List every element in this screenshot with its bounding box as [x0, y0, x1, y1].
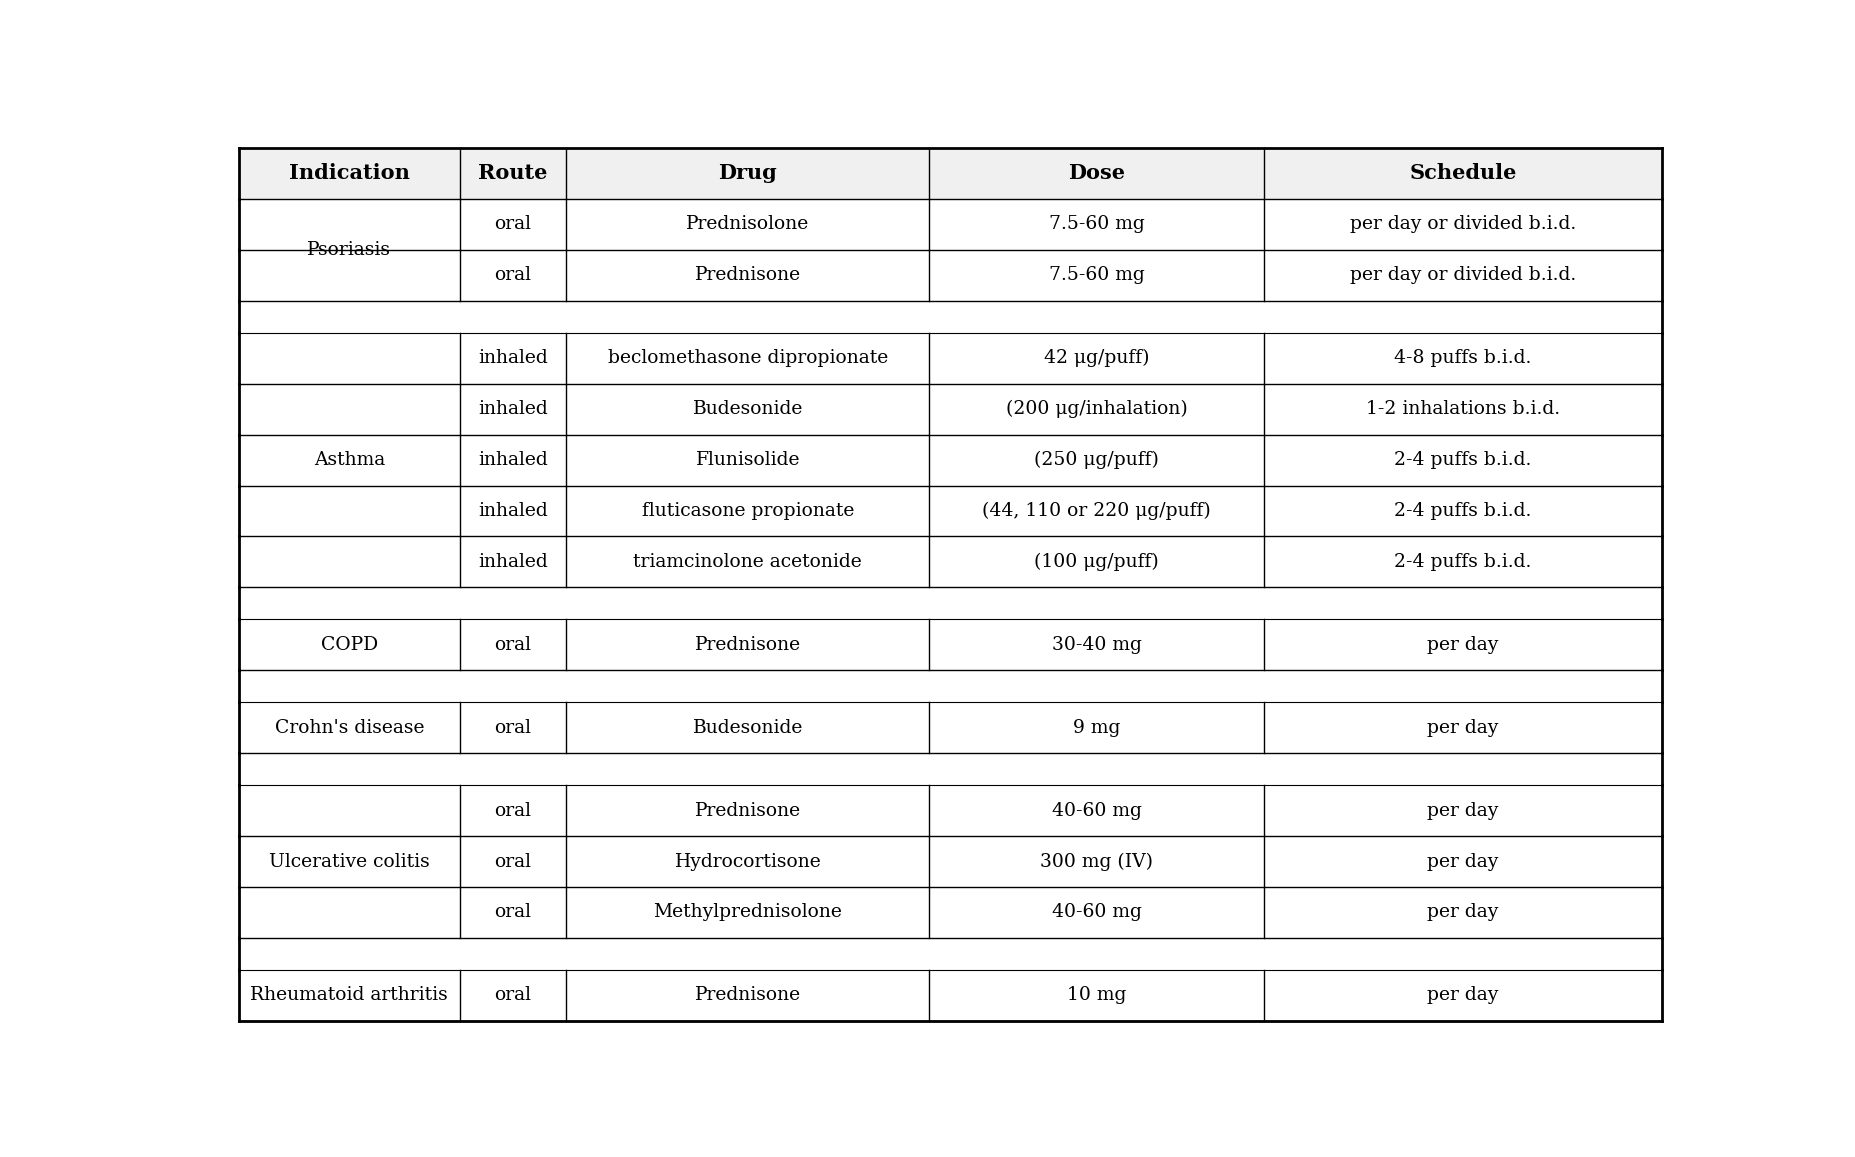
- Text: 40-60 mg: 40-60 mg: [1052, 904, 1141, 921]
- Text: Hydrocortisone: Hydrocortisone: [675, 853, 822, 870]
- Text: oral: oral: [495, 986, 532, 1004]
- Text: per day: per day: [1426, 802, 1499, 819]
- Text: inhaled: inhaled: [479, 349, 547, 367]
- Text: (44, 110 or 220 μg/puff): (44, 110 or 220 μg/puff): [981, 502, 1211, 521]
- Text: oral: oral: [495, 853, 532, 870]
- Text: Psoriasis: Psoriasis: [308, 241, 391, 259]
- Text: per day: per day: [1426, 718, 1499, 737]
- Text: (200 μg/inhalation): (200 μg/inhalation): [1005, 400, 1187, 418]
- Text: oral: oral: [495, 636, 532, 654]
- Text: beclomethasone dipropionate: beclomethasone dipropionate: [608, 349, 889, 367]
- Text: per day or divided b.i.d.: per day or divided b.i.d.: [1350, 266, 1577, 285]
- Text: oral: oral: [495, 718, 532, 737]
- Text: 2-4 puffs b.i.d.: 2-4 puffs b.i.d.: [1395, 502, 1532, 519]
- Text: Schedule: Schedule: [1410, 163, 1517, 183]
- Text: per day: per day: [1426, 904, 1499, 921]
- Text: Rheumatoid arthritis: Rheumatoid arthritis: [250, 986, 449, 1004]
- Text: Prednisolone: Prednisolone: [686, 215, 809, 234]
- Text: Prednisone: Prednisone: [696, 266, 801, 285]
- Text: oral: oral: [495, 266, 532, 285]
- Text: Prednisone: Prednisone: [696, 802, 801, 819]
- Text: 30-40 mg: 30-40 mg: [1052, 636, 1141, 654]
- Text: inhaled: inhaled: [479, 502, 547, 519]
- Text: per day: per day: [1426, 636, 1499, 654]
- Text: per day: per day: [1426, 986, 1499, 1004]
- Text: per day or divided b.i.d.: per day or divided b.i.d.: [1350, 215, 1577, 234]
- Text: Prednisone: Prednisone: [696, 986, 801, 1004]
- Text: Flunisolide: Flunisolide: [696, 451, 800, 469]
- Text: Route: Route: [479, 163, 547, 183]
- Text: inhaled: inhaled: [479, 553, 547, 572]
- Text: 1-2 inhalations b.i.d.: 1-2 inhalations b.i.d.: [1365, 400, 1560, 418]
- Text: 7.5-60 mg: 7.5-60 mg: [1048, 215, 1145, 234]
- Text: Methylprednisolone: Methylprednisolone: [653, 904, 842, 921]
- Text: fluticasone propionate: fluticasone propionate: [642, 502, 853, 519]
- Text: inhaled: inhaled: [479, 400, 547, 418]
- Text: Drug: Drug: [718, 163, 777, 183]
- Text: inhaled: inhaled: [479, 451, 547, 469]
- Text: oral: oral: [495, 904, 532, 921]
- Text: Budesonide: Budesonide: [692, 718, 803, 737]
- Text: per day: per day: [1426, 853, 1499, 870]
- Text: 7.5-60 mg: 7.5-60 mg: [1048, 266, 1145, 285]
- Text: 4-8 puffs b.i.d.: 4-8 puffs b.i.d.: [1395, 349, 1532, 367]
- Text: Dose: Dose: [1068, 163, 1126, 183]
- Text: COPD: COPD: [321, 636, 378, 654]
- Text: Asthma: Asthma: [313, 451, 386, 469]
- Text: Ulcerative colitis: Ulcerative colitis: [269, 853, 430, 870]
- Text: (250 μg/puff): (250 μg/puff): [1033, 451, 1159, 469]
- Text: 300 mg (IV): 300 mg (IV): [1041, 853, 1154, 870]
- Text: oral: oral: [495, 215, 532, 234]
- Text: 2-4 puffs b.i.d.: 2-4 puffs b.i.d.: [1395, 451, 1532, 469]
- Text: 2-4 puffs b.i.d.: 2-4 puffs b.i.d.: [1395, 553, 1532, 572]
- Text: triamcinolone acetonide: triamcinolone acetonide: [634, 553, 863, 572]
- Bar: [239, 148, 1662, 199]
- Text: Indication: Indication: [289, 163, 410, 183]
- Text: Prednisone: Prednisone: [696, 636, 801, 654]
- Text: 10 mg: 10 mg: [1067, 986, 1126, 1004]
- Text: Budesonide: Budesonide: [692, 400, 803, 418]
- Text: (100 μg/puff): (100 μg/puff): [1035, 553, 1159, 572]
- Text: oral: oral: [495, 802, 532, 819]
- Text: 9 mg: 9 mg: [1072, 718, 1120, 737]
- Text: Crohn's disease: Crohn's disease: [275, 718, 425, 737]
- Text: 42 μg/puff): 42 μg/puff): [1044, 349, 1150, 367]
- Text: 40-60 mg: 40-60 mg: [1052, 802, 1141, 819]
